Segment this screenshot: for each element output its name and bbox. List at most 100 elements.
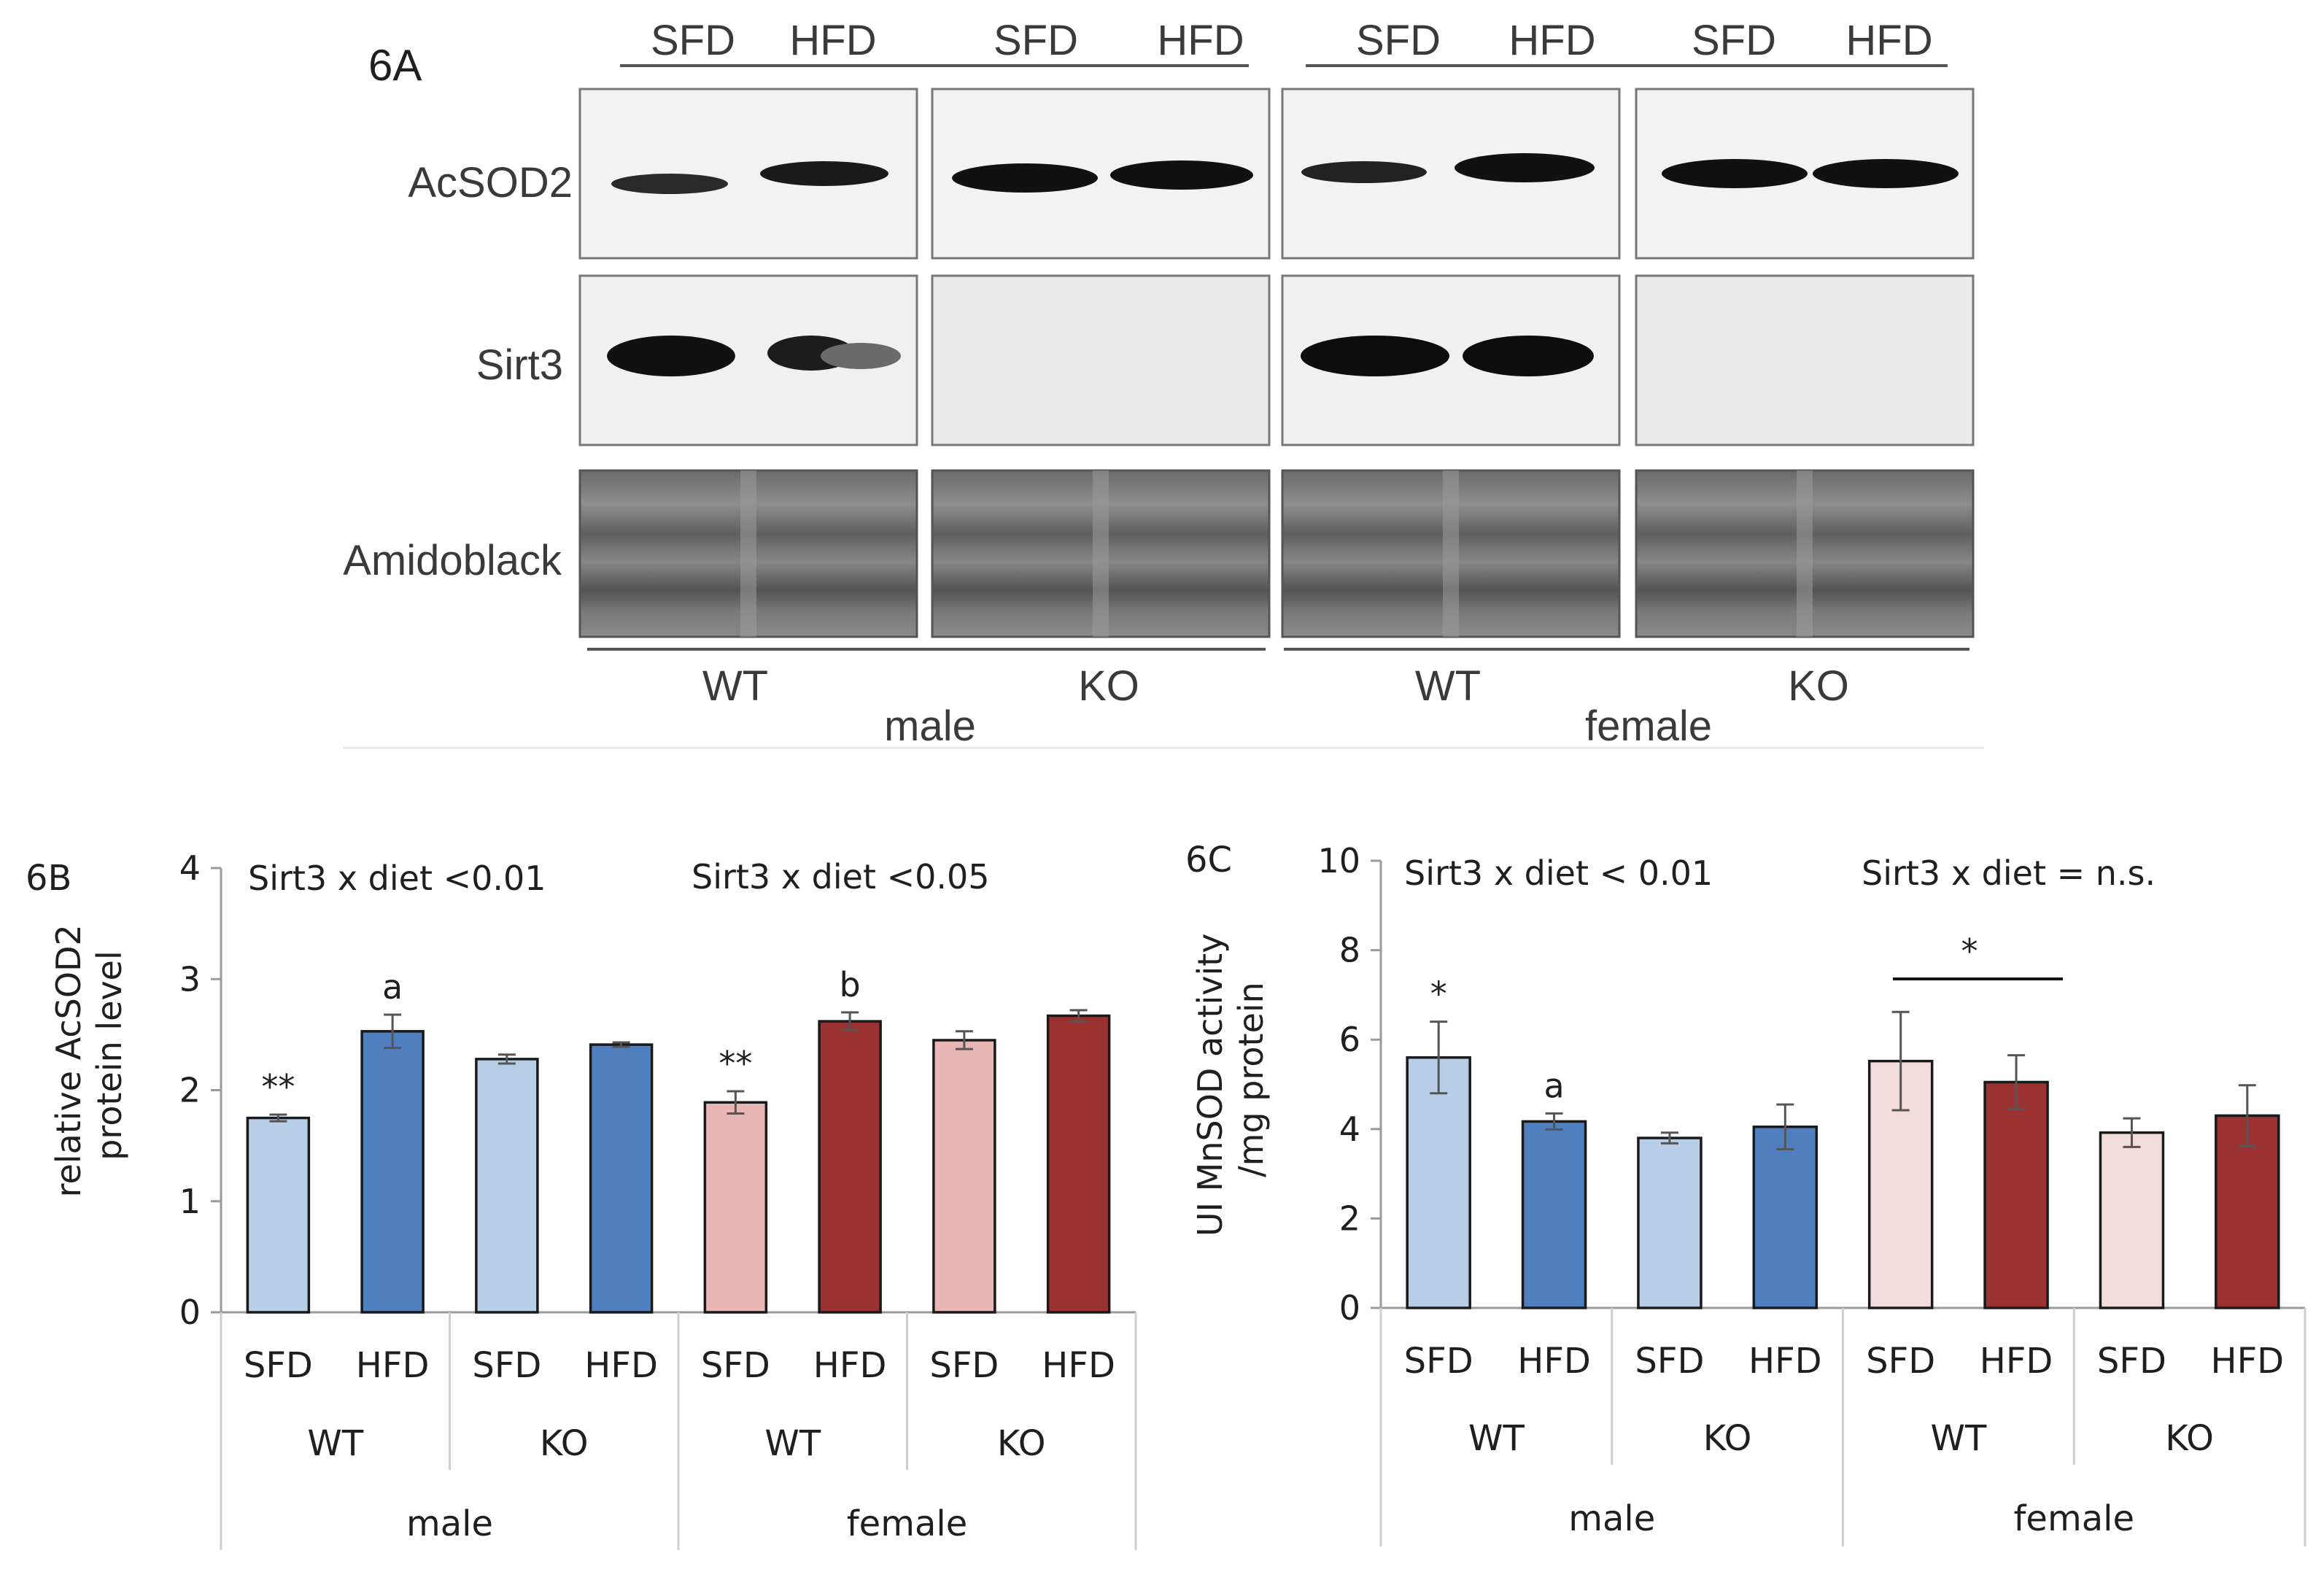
y-tick-label: 6 bbox=[1339, 1020, 1360, 1059]
lane-labels: SFD HFD SFD HFD SFD HFD SFD HFD bbox=[651, 17, 1933, 64]
bar-annotation: a bbox=[382, 967, 403, 1007]
y-tick-label: 3 bbox=[179, 959, 201, 999]
panel-label-6b: 6B bbox=[26, 858, 71, 899]
chart-6b: 6B relative AcSOD2 protein level Sirt3 x… bbox=[26, 848, 1137, 1550]
blot-row-amidoblack bbox=[578, 469, 1975, 638]
y-axis-label-line: protein level bbox=[90, 950, 129, 1161]
lane-label: SFD bbox=[1692, 17, 1776, 64]
significance-star: * bbox=[1961, 932, 1978, 971]
blot-band bbox=[611, 174, 728, 194]
bar-annotation: ** bbox=[261, 1067, 295, 1107]
x-category-label: HFD bbox=[1042, 1345, 1115, 1386]
genotype-label: WT bbox=[702, 662, 768, 710]
y-tick-label: 4 bbox=[1339, 1110, 1360, 1149]
lane-label: HFD bbox=[1845, 17, 1932, 64]
genotype-axis-label: KO bbox=[540, 1423, 589, 1464]
blot-band bbox=[1301, 161, 1427, 183]
genotype-axis-label: WT bbox=[764, 1423, 821, 1464]
x-category-label: HFD bbox=[1980, 1341, 2053, 1382]
bar bbox=[1406, 1056, 1471, 1309]
sex-axis-label: female bbox=[847, 1503, 967, 1544]
x-category-label: SFD bbox=[1404, 1341, 1473, 1382]
bar bbox=[703, 1101, 768, 1314]
sex-axis-label: male bbox=[406, 1503, 493, 1544]
x-category-label: HFD bbox=[1517, 1341, 1591, 1382]
genotype-axis-label: KO bbox=[1703, 1418, 1752, 1459]
y-axis-label: relative AcSOD2 protein level bbox=[49, 914, 129, 1198]
panel-label-6a: 6A bbox=[368, 41, 422, 90]
blot-band bbox=[1301, 336, 1449, 376]
interaction-text: Sirt3 x diet < 0.01 bbox=[1404, 853, 1713, 893]
row-label-acsod2: AcSOD2 bbox=[408, 159, 573, 206]
y-tick-label: 2 bbox=[1339, 1198, 1360, 1238]
x-category-label: HFD bbox=[2210, 1341, 2284, 1382]
y-axis-label: UI MnSOD activity /mg protein bbox=[1190, 923, 1271, 1236]
bar bbox=[1983, 1080, 2049, 1309]
bar bbox=[2099, 1131, 2165, 1309]
bar bbox=[246, 1116, 311, 1314]
x-category-label: HFD bbox=[584, 1345, 658, 1386]
genotype-label: KO bbox=[1788, 662, 1849, 710]
genotype-axis-label: KO bbox=[2165, 1418, 2214, 1459]
y-tick-label: 0 bbox=[179, 1293, 201, 1332]
bar bbox=[1521, 1120, 1587, 1309]
y-axis-label-line: UI MnSOD activity bbox=[1190, 933, 1230, 1236]
y-tick-label: 1 bbox=[179, 1182, 201, 1221]
x-category-label: SFD bbox=[2097, 1341, 2166, 1382]
genotype-axis-label: WT bbox=[1930, 1418, 1986, 1459]
y-axis-label-line: /mg protein bbox=[1231, 982, 1271, 1177]
bar bbox=[589, 1043, 654, 1314]
x-category-label: SFD bbox=[472, 1345, 541, 1386]
sex-label: female bbox=[1585, 702, 1712, 750]
blot-band bbox=[760, 161, 888, 186]
x-category-label: HFD bbox=[356, 1345, 430, 1386]
blot-band bbox=[821, 343, 901, 369]
interaction-text: Sirt3 x diet <0.05 bbox=[692, 857, 990, 897]
x-category-label: SFD bbox=[701, 1345, 770, 1386]
lane-label: HFD bbox=[1157, 17, 1244, 64]
bar-annotation: * bbox=[1430, 975, 1447, 1014]
x-category-label: SFD bbox=[929, 1345, 999, 1386]
bar bbox=[1046, 1014, 1111, 1314]
y-tick-label: 4 bbox=[179, 848, 201, 888]
bar-annotation: ** bbox=[718, 1044, 752, 1083]
blot-band bbox=[1110, 160, 1253, 190]
y-tick-label: 0 bbox=[1339, 1288, 1360, 1328]
x-category-label: SFD bbox=[244, 1345, 313, 1386]
sex-label: male bbox=[884, 702, 976, 750]
lane-label: SFD bbox=[651, 17, 735, 64]
x-category-label: HFD bbox=[1748, 1341, 1822, 1382]
x-category-label: HFD bbox=[813, 1345, 887, 1386]
x-category-label: SFD bbox=[1635, 1341, 1704, 1382]
interaction-text: Sirt3 x diet <0.01 bbox=[248, 859, 546, 898]
genotype-label: KO bbox=[1078, 662, 1139, 710]
lane-label: HFD bbox=[789, 17, 876, 64]
blot-band bbox=[607, 336, 735, 376]
y-tick-label: 8 bbox=[1339, 931, 1360, 970]
blot-row-acsod2 bbox=[578, 88, 1975, 260]
bar bbox=[1637, 1136, 1703, 1309]
sex-axis-label: female bbox=[2014, 1498, 2134, 1539]
blot-band bbox=[952, 163, 1098, 193]
bar bbox=[475, 1058, 539, 1314]
bar bbox=[932, 1039, 996, 1314]
lane-label: HFD bbox=[1508, 17, 1595, 64]
lane-label: SFD bbox=[993, 17, 1078, 64]
genotype-axis-label: KO bbox=[997, 1423, 1046, 1464]
bar bbox=[818, 1020, 882, 1314]
y-axis-label-line: relative AcSOD2 bbox=[49, 924, 88, 1197]
blot-band bbox=[1813, 159, 1959, 188]
bar bbox=[360, 1030, 425, 1314]
blot-row-sirt3 bbox=[578, 274, 1975, 446]
y-tick-label: 10 bbox=[1317, 841, 1360, 880]
genotype-axis-label: WT bbox=[1468, 1418, 1525, 1459]
interaction-text: Sirt3 x diet = n.s. bbox=[1862, 853, 2155, 893]
blot-band bbox=[1662, 159, 1808, 188]
chart-6c: 6C UI MnSOD activity /mg protein Sirt3 x… bbox=[1185, 840, 2306, 1546]
bar bbox=[1752, 1125, 1818, 1309]
blot-band bbox=[1455, 153, 1595, 182]
genotype-axis-label: WT bbox=[307, 1423, 363, 1464]
panel-label-6c: 6C bbox=[1185, 840, 1232, 880]
y-tick-label: 2 bbox=[179, 1071, 201, 1110]
